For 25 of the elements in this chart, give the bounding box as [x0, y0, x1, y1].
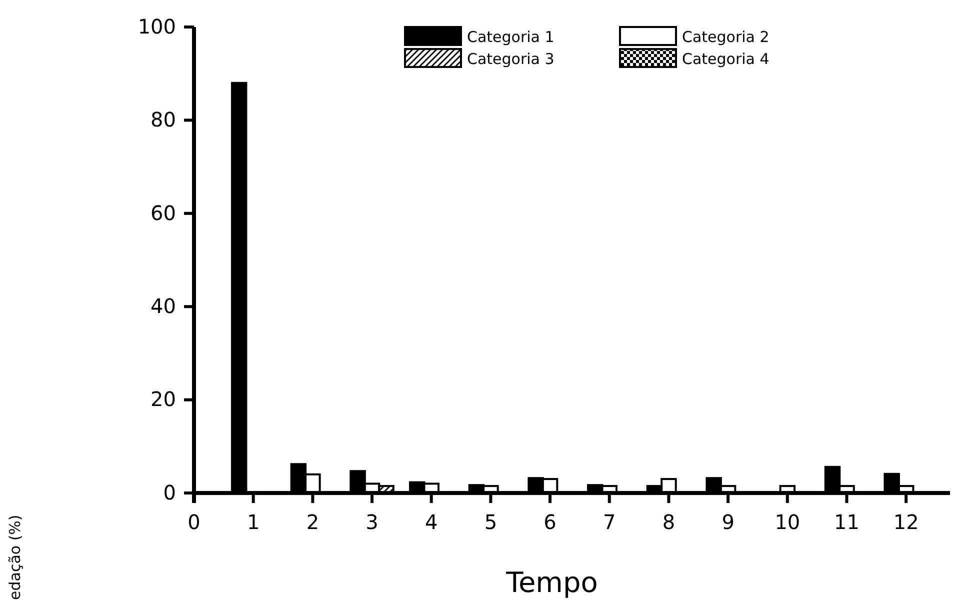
text: edação (%) [6, 514, 24, 600]
x-tick-label: 5 [484, 510, 498, 534]
x-tick-label: 4 [424, 510, 438, 534]
x-tick-label: 10 [774, 510, 800, 534]
x-tick-label: 12 [893, 510, 919, 534]
y-tick-label: 100 [138, 14, 176, 38]
x-tick-label: 11 [834, 510, 860, 534]
y-tick-label: 40 [150, 294, 176, 318]
legend-label: Categoria 4 [682, 50, 770, 68]
x-axis-title: Tempo [505, 566, 598, 599]
x-tick-label: 2 [306, 510, 320, 534]
x-tick-label: 8 [662, 510, 676, 534]
legend-label: Categoria 2 [682, 28, 770, 46]
x-tick-label: 9 [722, 510, 734, 534]
x-tick-label: 3 [366, 510, 378, 534]
y-tick-label: 0 [163, 480, 176, 504]
y-tick-label: 20 [150, 387, 176, 412]
y-tick-label: 60 [150, 200, 176, 225]
y-tick-label: 80 [150, 108, 176, 132]
x-tick-label: 6 [544, 510, 556, 534]
x-tick-label: 0 [188, 510, 200, 534]
x-tick-label: 1 [246, 510, 260, 534]
x-tick-label: 7 [603, 510, 616, 534]
legend-label: Categoria 1 [467, 28, 554, 46]
legend-label: Categoria 3 [467, 50, 554, 68]
